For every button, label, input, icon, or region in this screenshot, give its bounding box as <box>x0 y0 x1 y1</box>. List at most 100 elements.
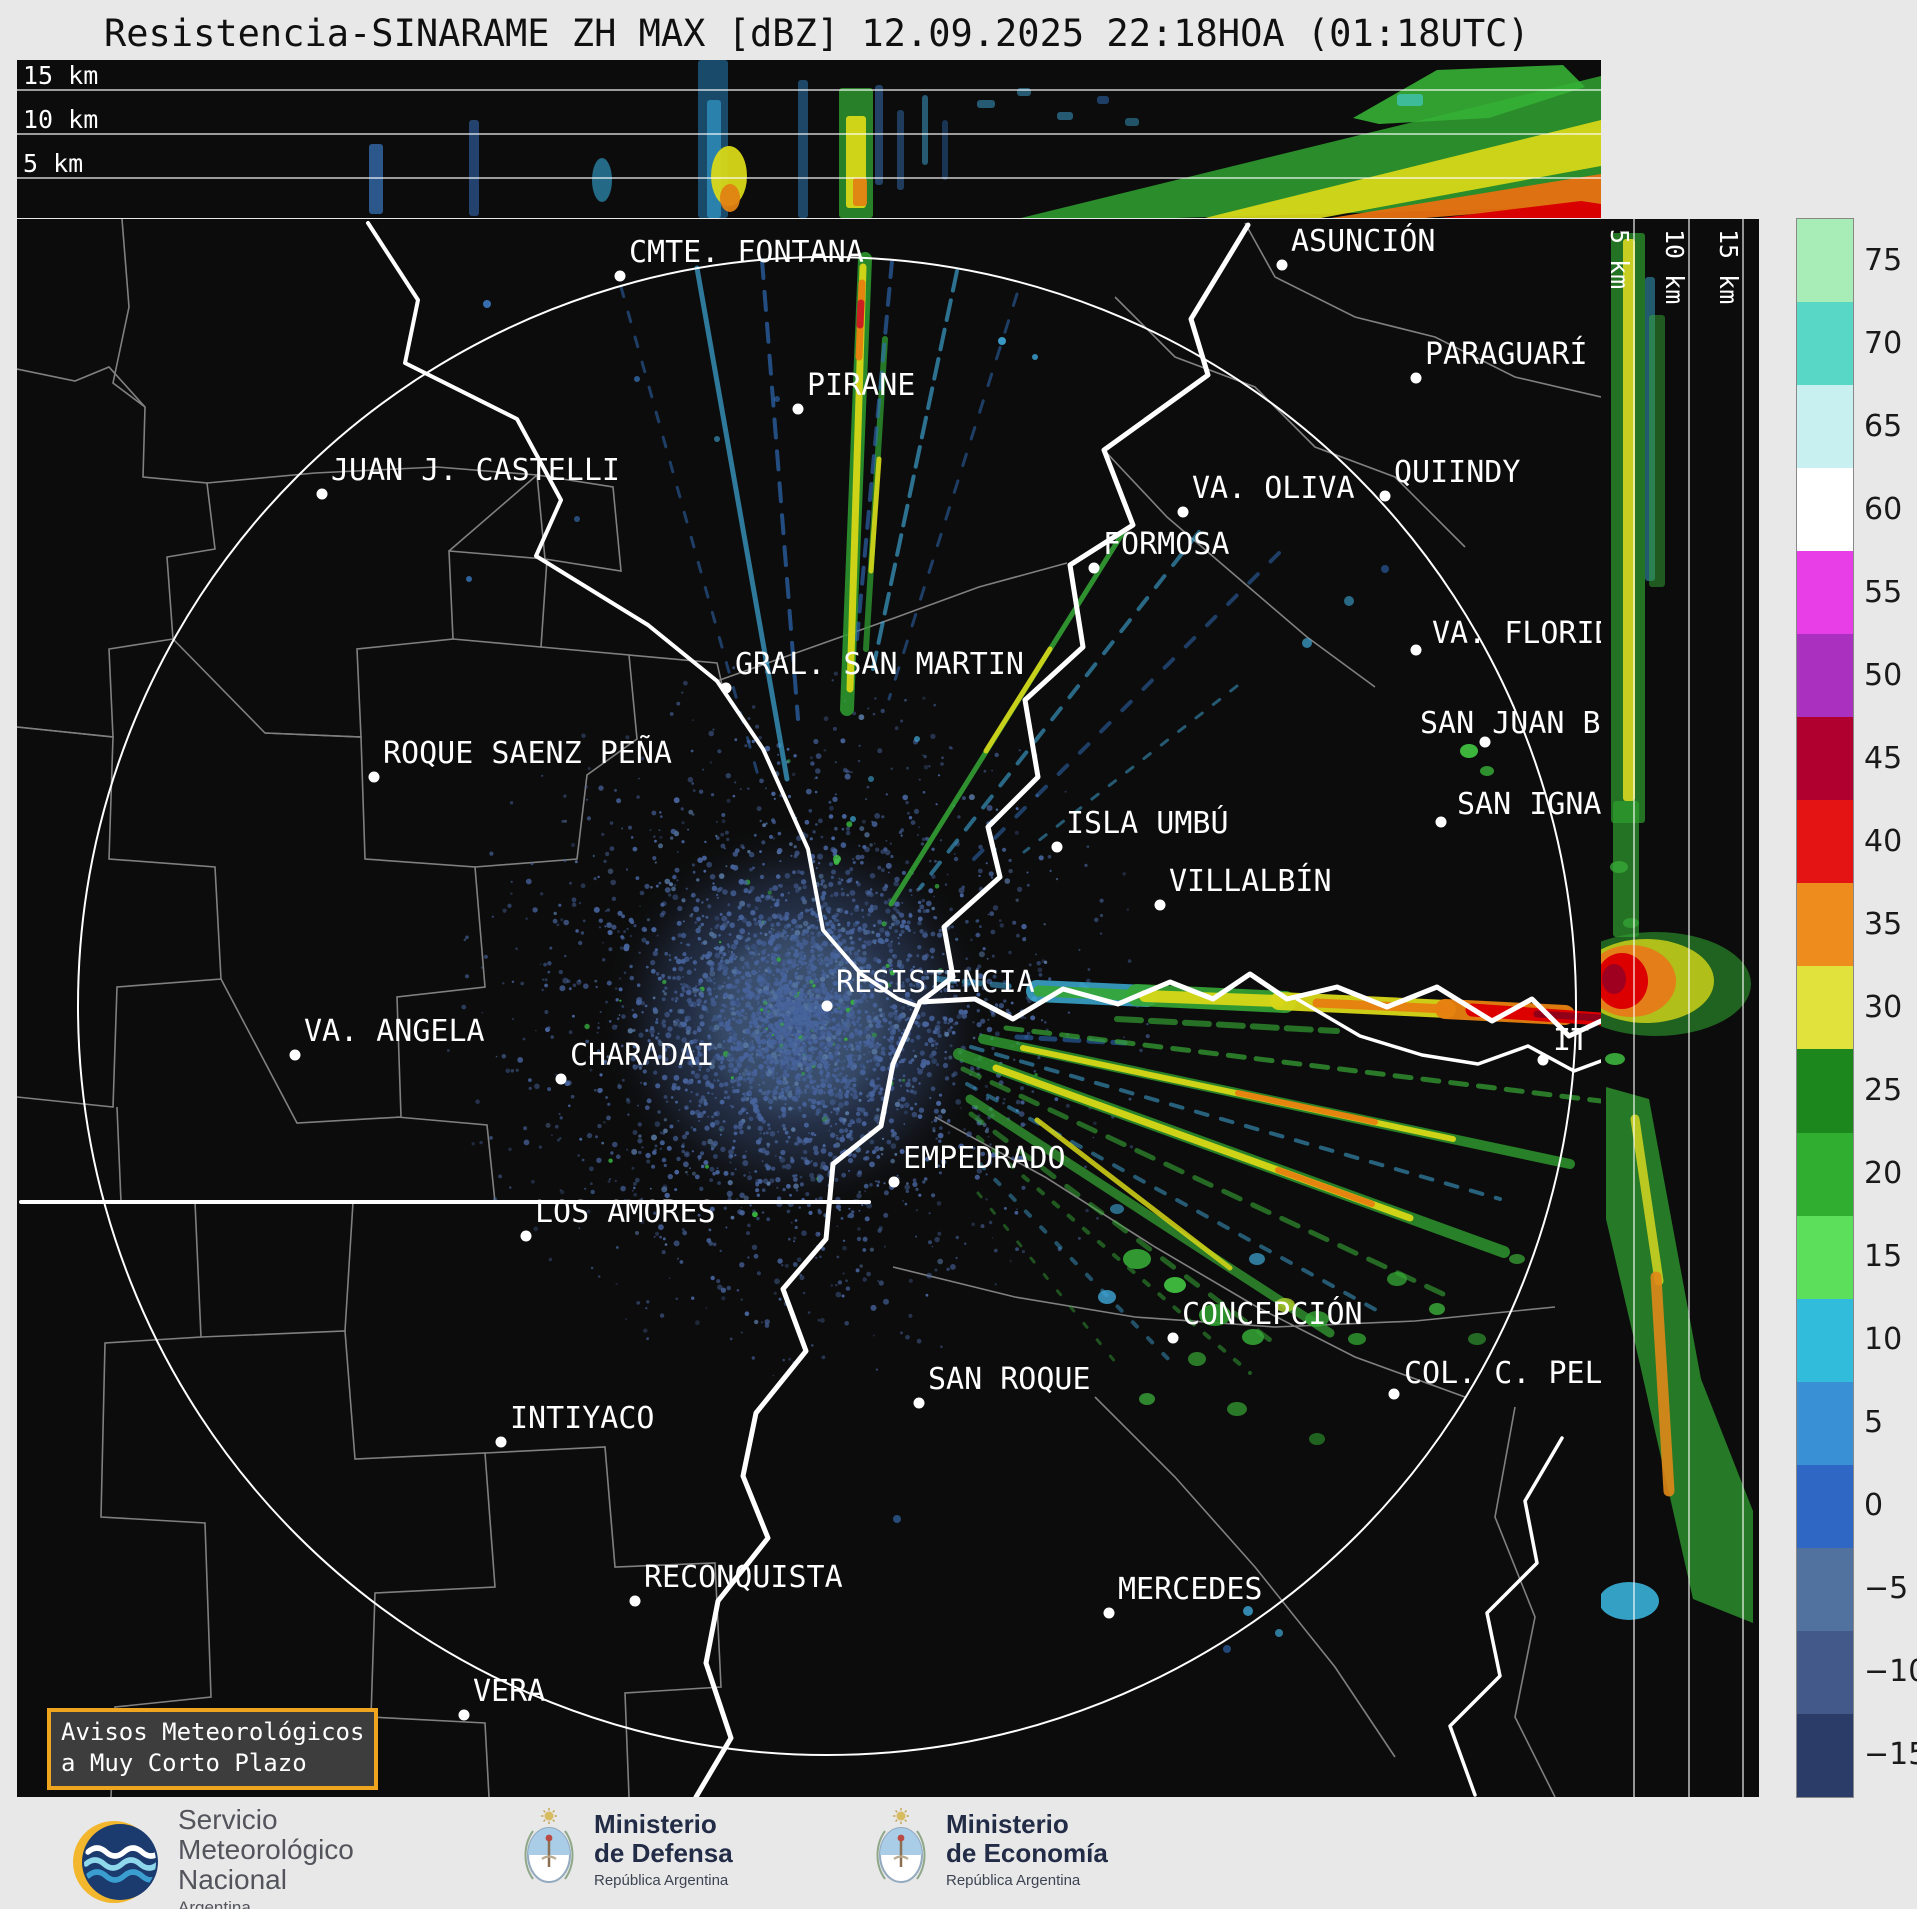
height-label: 5 km <box>23 149 83 178</box>
colorbar-segment <box>1797 1215 1853 1299</box>
colorbar-tick: 35 <box>1864 906 1903 942</box>
city-label: ASUNCIÓN <box>1291 222 1436 259</box>
city-dot <box>1435 816 1447 828</box>
defensa-coat-of-arms-icon <box>524 1808 574 1883</box>
top-cross-section-panel: 15 km 10 km 5 km <box>17 60 1601 218</box>
defensa-wordmark: Ministerio de Defensa República Argentin… <box>594 1808 733 1889</box>
colorbar-tick: −15 <box>1864 1737 1917 1773</box>
colorbar-segment <box>1797 302 1853 386</box>
colorbar-segment <box>1797 1132 1853 1216</box>
colorbar-tick: 65 <box>1864 408 1903 444</box>
city-markers: CMTE. FONTANA ASUNCIÓN PARAGUARÍ PIRANE JUAN… <box>289 222 1601 1721</box>
colorbar-tick: 60 <box>1864 491 1903 527</box>
city-dot <box>629 1595 641 1607</box>
city-label: PARAGUARÍ <box>1425 336 1588 372</box>
city-dot <box>368 771 380 783</box>
city-dot <box>720 682 732 694</box>
city-dot <box>555 1073 567 1085</box>
footer: Servicio Meteorológico Nacional Argentin… <box>0 1797 1917 1909</box>
colorbar-segment <box>1797 1464 1853 1548</box>
city-dot <box>1167 1332 1179 1344</box>
colorbar-segment <box>1797 468 1853 552</box>
city-dot <box>821 1000 833 1012</box>
city-dot <box>1276 259 1288 271</box>
colorbar-tick: 75 <box>1864 242 1903 278</box>
city-dot <box>1177 506 1189 518</box>
city-dot <box>1410 644 1422 656</box>
colorbar-tick: 15 <box>1864 1239 1903 1275</box>
city-label: COL. C. PEL <box>1404 1356 1601 1391</box>
colorbar-segment <box>1797 1298 1853 1382</box>
smn-line4: Argentina <box>178 1898 251 1909</box>
city-dot <box>495 1436 507 1448</box>
city-label: GRAL. SAN MARTIN <box>735 647 1024 682</box>
colorbar-tick: 50 <box>1864 657 1903 693</box>
city-label: VA. FLORID <box>1432 616 1601 651</box>
city-label: QUIINDY <box>1394 455 1520 490</box>
city-dot <box>1103 1607 1115 1619</box>
colorbar-tick: −5 <box>1864 1571 1909 1607</box>
colorbar-tick: 0 <box>1864 1488 1884 1524</box>
ministerio-defensa-block: Ministerio de Defensa República Argentin… <box>520 1807 733 1891</box>
city-label: VILLALBÍN <box>1169 863 1332 899</box>
colorbar-segment <box>1797 385 1853 469</box>
right-cross-section-panel: 5 km 10 km 15 km <box>1601 219 1759 1797</box>
city-dot <box>1088 562 1100 574</box>
height-label: 5 km <box>1605 229 1634 289</box>
city-dot <box>1410 372 1422 384</box>
city-label: VA. OLIVA <box>1192 471 1355 506</box>
dbz-colorbar <box>1796 218 1854 1798</box>
city-label: PIRANE <box>807 368 915 403</box>
colorbar-segment <box>1797 800 1853 884</box>
city-label: JUAN J. CASTELLI <box>331 453 620 488</box>
city-label: VERA <box>473 1674 545 1709</box>
city-label: RESISTENCIA <box>836 965 1035 1000</box>
right-cross-section: 5 km 10 km 15 km <box>1601 219 1759 1797</box>
city-dot <box>1479 736 1491 748</box>
smn-logo-block: Servicio Meteorológico Nacional Argentin… <box>70 1805 354 1909</box>
defensa-line3: República Argentina <box>594 1871 729 1889</box>
colorbar-tick: 5 <box>1864 1405 1884 1441</box>
city-label: CHARADAI <box>570 1038 715 1073</box>
city-dot <box>913 1397 925 1409</box>
city-label: RECONQUISTA <box>644 1560 843 1595</box>
city-dot <box>1388 1388 1400 1400</box>
city-label: EMPEDRADO <box>903 1141 1066 1176</box>
page-title: Resistencia-SINARAME ZH MAX [dBZ] 12.09.… <box>104 12 1530 55</box>
ministerio-economia-block: Ministerio de Economía República Argenti… <box>872 1807 1108 1891</box>
colorbar-tick: 40 <box>1864 823 1903 859</box>
city-label: IT <box>1553 1023 1589 1058</box>
city-dot <box>614 270 626 282</box>
city-dot <box>289 1049 301 1061</box>
colorbar-tick: 45 <box>1864 740 1903 776</box>
smn-wordmark: Servicio Meteorológico Nacional Argentin… <box>178 1805 354 1909</box>
colorbar-tick: 20 <box>1864 1156 1903 1192</box>
city-dot <box>1537 1054 1549 1066</box>
city-dot <box>520 1230 532 1242</box>
city-dot <box>316 488 328 500</box>
warning-line2: a Muy Corto Plazo <box>61 1749 307 1777</box>
city-label: FORMOSA <box>1103 527 1229 562</box>
colorbar-segment <box>1797 1713 1853 1797</box>
colorbar-tick: 55 <box>1864 574 1903 610</box>
city-label: INTIYACO <box>510 1401 655 1436</box>
colorbar-segment <box>1797 717 1853 801</box>
city-label: ROQUE SAENZ PEÑA <box>383 735 672 771</box>
city-dot <box>1051 841 1063 853</box>
smn-line3: Nacional <box>178 1864 287 1895</box>
economia-line2: de Economía <box>946 1837 1108 1868</box>
colorbar-segment <box>1797 1630 1853 1714</box>
rivers <box>19 221 1601 1797</box>
right-xsec-echoes <box>1601 233 1753 1623</box>
city-dot <box>458 1709 470 1721</box>
colorbar-segment <box>1797 966 1853 1050</box>
colorbar-segment <box>1797 551 1853 635</box>
colorbar-segment <box>1797 1381 1853 1465</box>
defensa-line2: de Defensa <box>594 1837 733 1868</box>
colorbar-tick: −10 <box>1864 1654 1917 1690</box>
city-label: VA. ANGELA <box>304 1014 485 1049</box>
smn-line1: Servicio <box>178 1804 278 1835</box>
colorbar-tick: 30 <box>1864 990 1903 1025</box>
defensa-line1: Ministerio <box>594 1808 717 1839</box>
